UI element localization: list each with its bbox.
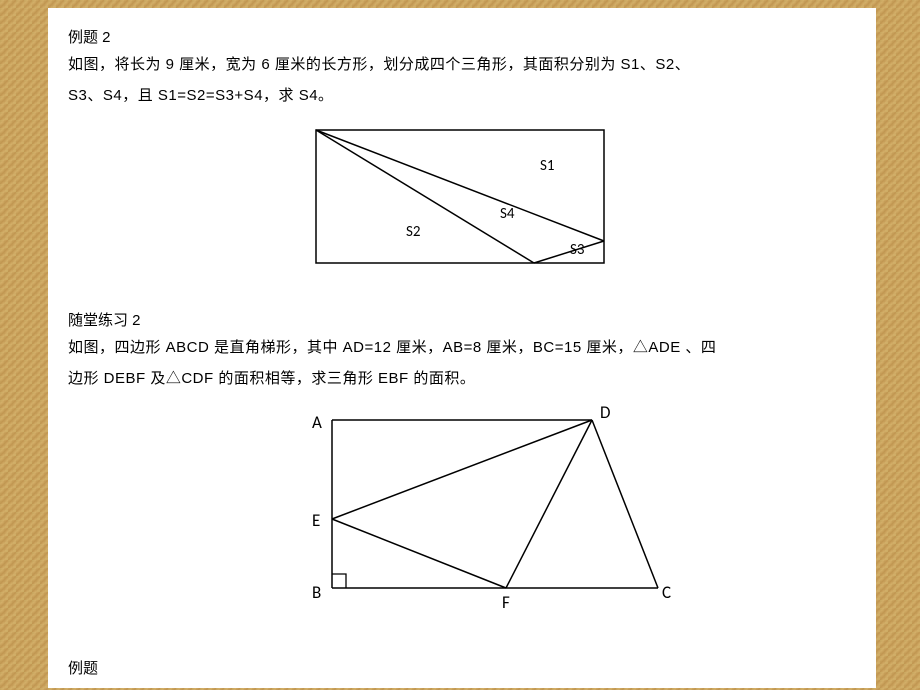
example2-figure-container: S1 S4 S2 S3 — [68, 126, 852, 267]
example2-line1: 如图，将长为 9 厘米，宽为 6 厘米的长方形，划分成四个三角形，其面积分别为 … — [68, 53, 852, 78]
svg-text:A: A — [312, 412, 322, 433]
practice2-figure: A D E B F C — [290, 398, 690, 612]
practice2-line1: 如图，四边形 ABCD 是直角梯形，其中 AD=12 厘米，AB=8 厘米，BC… — [68, 336, 852, 361]
example2-title: 例题 2 — [68, 26, 852, 51]
svg-text:B: B — [312, 582, 321, 603]
example2-figure: S1 S4 S2 S3 — [312, 126, 608, 267]
practice2-line2: 边形 DEBF 及△CDF 的面积相等，求三角形 EBF 的面积。 — [68, 367, 852, 392]
svg-text:S2: S2 — [406, 223, 421, 241]
svg-text:S3: S3 — [570, 241, 585, 259]
svg-text:C: C — [662, 582, 671, 603]
example2-line2: S3、S4，且 S1=S2=S3+S4，求 S4。 — [68, 84, 852, 109]
svg-text:E: E — [312, 510, 320, 531]
svg-text:D: D — [600, 402, 610, 423]
svg-text:F: F — [502, 592, 510, 612]
svg-text:S1: S1 — [540, 157, 555, 175]
practice2-figure-container: A D E B F C — [68, 398, 852, 612]
bottom-cutoff-text: 例题 — [68, 657, 98, 682]
page-content: 例题 2 如图，将长为 9 厘米，宽为 6 厘米的长方形，划分成四个三角形，其面… — [48, 8, 876, 688]
practice2-title: 随堂练习 2 — [68, 309, 852, 334]
svg-text:S4: S4 — [500, 205, 515, 223]
practice2-section: 随堂练习 2 如图，四边形 ABCD 是直角梯形，其中 AD=12 厘米，AB=… — [68, 309, 852, 391]
